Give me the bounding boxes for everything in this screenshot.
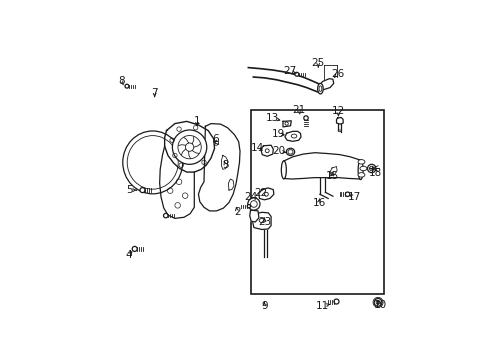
Text: 25: 25 (312, 58, 325, 68)
Ellipse shape (338, 130, 342, 132)
Circle shape (164, 213, 168, 218)
Polygon shape (283, 121, 292, 127)
Text: 16: 16 (313, 198, 326, 208)
Text: 1: 1 (194, 116, 200, 126)
Ellipse shape (318, 84, 323, 94)
Circle shape (295, 72, 299, 76)
Circle shape (345, 192, 350, 197)
Text: 6: 6 (212, 134, 219, 144)
Circle shape (140, 188, 145, 193)
Text: 24: 24 (244, 192, 257, 202)
Text: 9: 9 (261, 301, 268, 311)
Text: 13: 13 (266, 113, 279, 123)
Polygon shape (320, 79, 334, 90)
Ellipse shape (358, 173, 365, 177)
Circle shape (304, 116, 308, 120)
Ellipse shape (286, 148, 294, 156)
Circle shape (132, 246, 137, 251)
Circle shape (172, 130, 207, 164)
Polygon shape (284, 153, 361, 179)
Ellipse shape (360, 166, 367, 171)
Ellipse shape (281, 161, 286, 179)
Text: 12: 12 (332, 106, 345, 116)
Text: 26: 26 (331, 69, 344, 79)
Text: 5: 5 (126, 185, 133, 195)
Circle shape (125, 84, 129, 88)
Polygon shape (259, 188, 274, 200)
Polygon shape (330, 167, 337, 176)
Text: 14: 14 (250, 143, 264, 153)
Text: 23: 23 (258, 217, 271, 227)
Ellipse shape (215, 144, 218, 145)
Text: 17: 17 (347, 192, 361, 202)
Ellipse shape (358, 159, 365, 164)
Text: 10: 10 (373, 300, 387, 310)
Text: 20: 20 (272, 146, 285, 156)
Text: 19: 19 (272, 129, 286, 139)
Polygon shape (221, 156, 227, 169)
Text: 2: 2 (234, 207, 241, 217)
Ellipse shape (358, 160, 363, 180)
Polygon shape (215, 141, 218, 144)
Polygon shape (261, 145, 273, 156)
Polygon shape (252, 212, 271, 229)
Circle shape (247, 204, 250, 208)
Text: 8: 8 (118, 76, 125, 86)
Circle shape (368, 164, 376, 173)
Circle shape (374, 298, 382, 306)
Polygon shape (250, 210, 259, 222)
Text: 3: 3 (222, 160, 229, 170)
Text: 11: 11 (316, 301, 329, 311)
Text: 27: 27 (283, 67, 296, 76)
Text: 21: 21 (292, 105, 305, 115)
Bar (250, 110, 384, 294)
Polygon shape (285, 131, 301, 141)
Text: 15: 15 (325, 171, 339, 181)
Text: 7: 7 (151, 87, 158, 98)
Text: 22: 22 (254, 188, 268, 198)
Text: 4: 4 (126, 250, 132, 260)
Circle shape (248, 198, 260, 210)
Text: 18: 18 (368, 168, 382, 179)
Circle shape (334, 299, 339, 304)
Polygon shape (337, 117, 343, 124)
